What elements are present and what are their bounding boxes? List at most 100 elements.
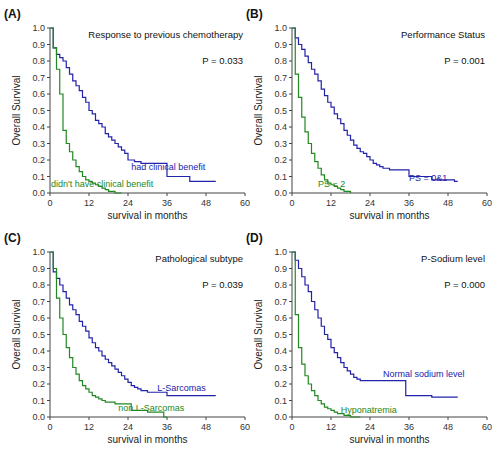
x-tick-label: 36 bbox=[162, 422, 172, 432]
y-tick-label: 0.9 bbox=[32, 264, 45, 274]
x-tick bbox=[409, 193, 410, 196]
y-tick bbox=[47, 160, 50, 161]
x-tick-label: 0 bbox=[47, 198, 52, 208]
y-tick-label: 0.3 bbox=[32, 139, 45, 149]
y-tick-label: 0.2 bbox=[274, 155, 287, 165]
y-tick bbox=[47, 44, 50, 45]
y-tick-label: 1.0 bbox=[32, 23, 45, 33]
x-tick-label: 24 bbox=[123, 198, 133, 208]
y-tick bbox=[47, 176, 50, 177]
y-tick-label: 0.1 bbox=[32, 172, 45, 182]
x-tick bbox=[167, 193, 168, 196]
x-tick bbox=[370, 193, 371, 196]
y-tick bbox=[47, 127, 50, 128]
x-axis-label: survival in months bbox=[107, 434, 187, 445]
y-tick bbox=[289, 384, 292, 385]
panel: 012243648600.00.10.20.30.40.50.60.70.80.… bbox=[4, 231, 250, 445]
y-tick-label: 0.8 bbox=[32, 280, 45, 290]
y-tick-label: 0.9 bbox=[274, 264, 287, 274]
y-tick-label: 1.0 bbox=[274, 247, 287, 257]
y-tick-label: 0.5 bbox=[32, 330, 45, 340]
panel: 012243648600.00.10.20.30.40.50.60.70.80.… bbox=[246, 7, 492, 221]
panel: 012243648600.00.10.20.30.40.50.60.70.80.… bbox=[4, 7, 250, 221]
y-tick-label: 0.6 bbox=[32, 89, 45, 99]
x-tick bbox=[89, 417, 90, 420]
x-tick bbox=[331, 417, 332, 420]
x-axis-line bbox=[292, 193, 487, 194]
y-tick-label: 1.0 bbox=[32, 247, 45, 257]
x-tick bbox=[331, 193, 332, 196]
y-tick-label: 0.6 bbox=[274, 89, 287, 99]
y-tick bbox=[289, 160, 292, 161]
x-tick bbox=[448, 193, 449, 196]
x-tick-label: 0 bbox=[47, 422, 52, 432]
panel: 012243648600.00.10.20.30.40.50.60.70.80.… bbox=[246, 231, 492, 445]
x-tick-label: 12 bbox=[84, 422, 94, 432]
x-tick bbox=[206, 417, 207, 420]
y-tick bbox=[47, 318, 50, 319]
x-axis-label: survival in months bbox=[349, 434, 429, 445]
background bbox=[0, 0, 500, 455]
y-tick-label: 0.7 bbox=[274, 73, 287, 83]
x-tick-label: 0 bbox=[289, 422, 294, 432]
curve-label: Hyponatremia bbox=[341, 405, 397, 415]
x-tick-label: 36 bbox=[162, 198, 172, 208]
x-tick-label: 60 bbox=[482, 198, 492, 208]
y-tick-label: 0.7 bbox=[32, 73, 45, 83]
x-tick-label: 12 bbox=[326, 422, 336, 432]
y-tick bbox=[289, 400, 292, 401]
y-tick bbox=[47, 400, 50, 401]
y-axis-label: Overall Survival bbox=[11, 299, 22, 369]
panel-label: (A) bbox=[4, 7, 21, 21]
survival-curve bbox=[292, 252, 360, 417]
x-tick-label: 60 bbox=[482, 422, 492, 432]
y-tick-label: 0.2 bbox=[32, 379, 45, 389]
x-tick bbox=[370, 417, 371, 420]
y-tick bbox=[47, 193, 50, 194]
y-tick bbox=[47, 417, 50, 418]
y-tick bbox=[289, 301, 292, 302]
y-tick-label: 0.1 bbox=[274, 396, 287, 406]
plot-area bbox=[292, 28, 458, 193]
plot-area bbox=[50, 28, 216, 193]
y-tick bbox=[289, 176, 292, 177]
panel-label: (C) bbox=[4, 231, 21, 245]
y-tick-label: 0.5 bbox=[274, 330, 287, 340]
y-tick bbox=[289, 417, 292, 418]
curve-label: had clinical benefit bbox=[131, 162, 206, 172]
y-tick bbox=[289, 143, 292, 144]
curve-label: non L-Sarcomas bbox=[118, 403, 185, 413]
curve-label: Normal sodium level bbox=[383, 369, 465, 379]
y-tick bbox=[289, 127, 292, 128]
y-tick-label: 0.9 bbox=[32, 40, 45, 50]
y-tick-label: 0.7 bbox=[32, 297, 45, 307]
y-axis-label: Overall Survival bbox=[11, 75, 22, 145]
x-tick bbox=[487, 193, 488, 196]
x-axis-label: survival in months bbox=[349, 210, 429, 221]
y-tick-label: 0.9 bbox=[274, 40, 287, 50]
y-tick bbox=[289, 252, 292, 253]
y-tick bbox=[289, 61, 292, 62]
y-tick-label: 0.5 bbox=[32, 106, 45, 116]
y-tick-label: 0.3 bbox=[274, 139, 287, 149]
x-tick-label: 48 bbox=[201, 422, 211, 432]
x-tick-label: 12 bbox=[326, 198, 336, 208]
survival-curve bbox=[292, 28, 458, 181]
panel-title: P-Sodium level bbox=[421, 253, 485, 264]
panel-label: (B) bbox=[246, 7, 263, 21]
y-tick bbox=[47, 28, 50, 29]
y-axis-label: Overall Survival bbox=[253, 75, 264, 145]
y-tick bbox=[47, 77, 50, 78]
y-tick-label: 0.2 bbox=[274, 379, 287, 389]
y-tick bbox=[289, 367, 292, 368]
survival-curve bbox=[50, 28, 122, 193]
x-tick-label: 36 bbox=[404, 198, 414, 208]
panel-title: Response to previous chemotherapy bbox=[88, 29, 243, 40]
y-tick bbox=[289, 285, 292, 286]
x-tick bbox=[206, 193, 207, 196]
survival-curve bbox=[292, 28, 351, 193]
y-tick bbox=[289, 110, 292, 111]
y-tick bbox=[289, 334, 292, 335]
y-tick-label: 0.4 bbox=[274, 122, 287, 132]
y-tick bbox=[47, 143, 50, 144]
